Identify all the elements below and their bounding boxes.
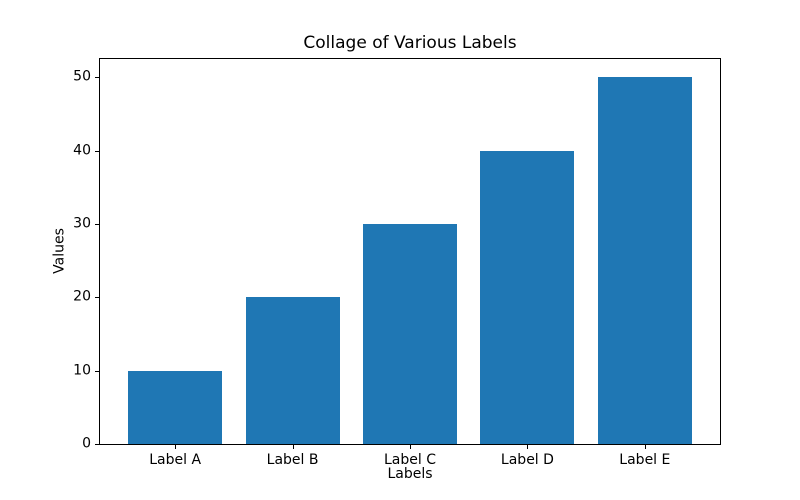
y-tick-label-30: 30 [73,215,91,232]
plot-area [99,58,721,445]
y-tick-40 [95,150,100,152]
x-tick-label-b [292,444,294,449]
y-tick-0 [95,444,100,445]
y-tick-label-20: 20 [73,288,91,305]
x-tick-label-d [527,444,529,449]
bar-label-a [128,370,223,444]
x-tick-label-label-b: Label B [266,452,319,468]
x-tick-label-label-a: Label A [149,452,202,468]
y-tick-20 [95,297,100,299]
y-axis-label: Values [51,228,68,274]
bar-label-c [363,224,457,444]
x-tick-label-label-c: Label C [384,452,436,468]
y-tick-30 [95,224,100,225]
x-axis-label: Labels [387,466,433,482]
bar-label-b [245,297,340,444]
chart-title: Collage of Various Labels [303,33,517,53]
y-tick-label-0: 0 [82,435,91,452]
x-tick-label-label-d: Label D [500,452,554,468]
y-tick-10 [95,370,100,372]
y-tick-50 [95,77,100,79]
x-tick-label-e [644,444,646,449]
x-tick-label-a [175,444,177,449]
bar-label-d [480,150,575,444]
y-tick-label-10: 10 [73,362,91,379]
x-tick-label-c [410,444,411,449]
y-tick-label-40: 40 [73,142,91,159]
bar-label-e [597,77,692,444]
x-tick-label-label-e: Label E [619,452,671,468]
y-tick-label-50: 50 [73,68,91,85]
